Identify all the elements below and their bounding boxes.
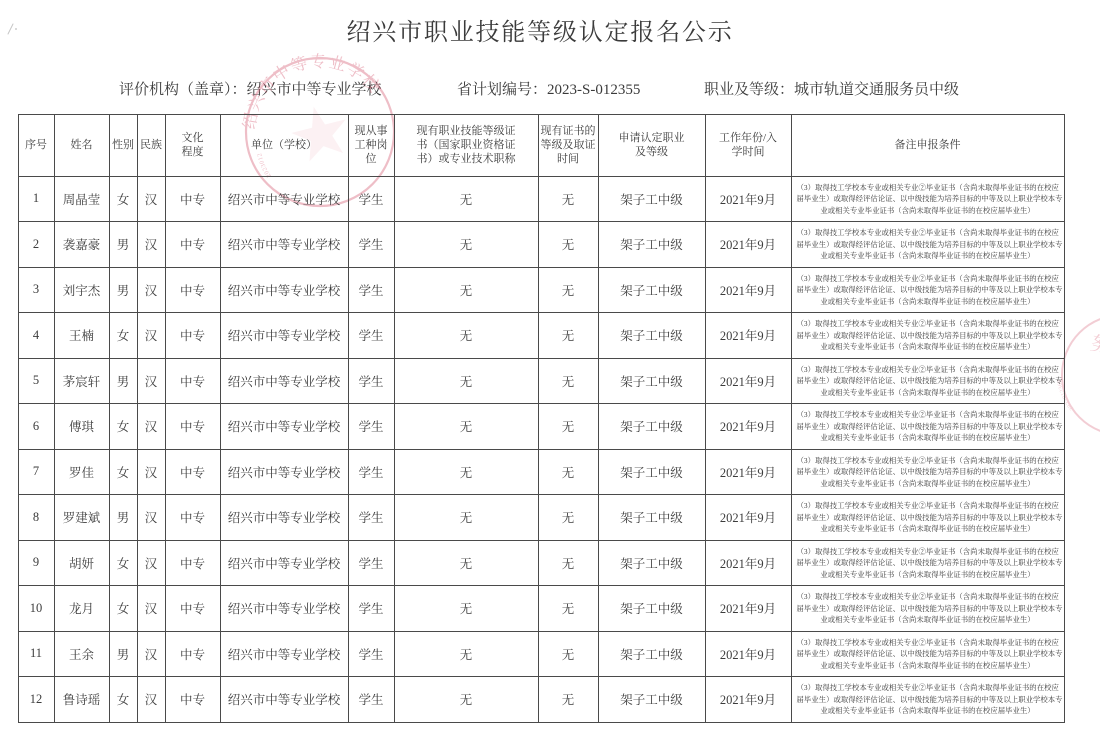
svg-text:努: 努 [1088, 332, 1100, 359]
